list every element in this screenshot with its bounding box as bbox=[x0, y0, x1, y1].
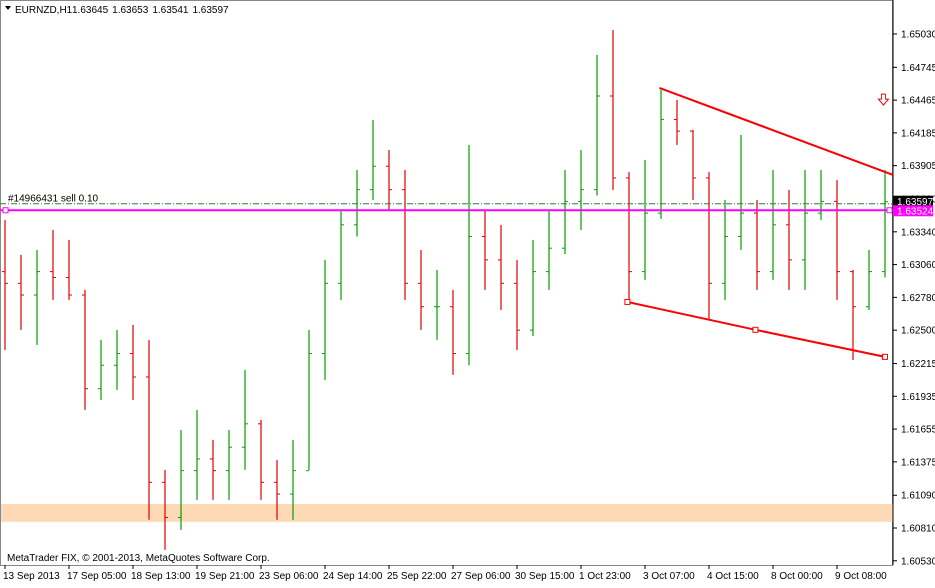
sell-arrow bbox=[877, 93, 890, 106]
x-tick-label: 18 Sep 13:00 bbox=[131, 571, 191, 582]
y-tick-label: 1.65030 bbox=[901, 29, 935, 40]
x-tick-label: 27 Sep 06:00 bbox=[451, 571, 511, 582]
order-text: #14966431 sell 0.10 bbox=[8, 193, 99, 204]
order-handle bbox=[2, 207, 9, 214]
x-tick-label: 30 Sep 15:00 bbox=[515, 571, 575, 582]
copyright: MetaTrader FIX, © 2001-2013, MetaQuotes … bbox=[7, 553, 270, 564]
y-tick-label: 1.60530 bbox=[901, 556, 935, 567]
bid-label-box bbox=[893, 195, 933, 208]
y-tick-label: 1.61375 bbox=[901, 457, 935, 468]
header-value: 1.63645 bbox=[72, 5, 109, 16]
x-tick-label: 23 Sep 06:00 bbox=[259, 571, 319, 582]
header-value: 1.63541 bbox=[152, 5, 189, 16]
x-tick-label: 3 Oct 07:00 bbox=[643, 571, 695, 582]
x-tick-label: 1 Oct 23:00 bbox=[579, 571, 631, 582]
plot-frame bbox=[0, 0, 893, 566]
x-tick-label: 17 Sep 05:00 bbox=[67, 571, 127, 582]
x-tick-label: 24 Sep 14:00 bbox=[323, 571, 383, 582]
y-tick-label: 1.60810 bbox=[901, 524, 935, 535]
x-tick-label: 9 Oct 08:00 bbox=[835, 571, 887, 582]
order-label-box bbox=[893, 205, 933, 217]
x-tick-label: 19 Sep 21:00 bbox=[195, 571, 255, 582]
header-value: 1.63597 bbox=[192, 5, 229, 16]
y-tick-label: 1.64465 bbox=[901, 96, 935, 107]
y-tick-label: 1.63060 bbox=[901, 260, 935, 271]
background-layer bbox=[1, 503, 893, 522]
y-tick-label: 1.61935 bbox=[901, 392, 935, 403]
x-tick-label: 4 Oct 15:00 bbox=[707, 571, 759, 582]
y-tick-label: 1.62780 bbox=[901, 293, 935, 304]
header-value: 1.63653 bbox=[112, 5, 149, 16]
y-tick-label: 1.64185 bbox=[901, 128, 935, 139]
symbol: EURNZD,H1 bbox=[15, 5, 73, 16]
y-tick-label: 1.61090 bbox=[901, 491, 935, 502]
y-tick-label: 1.61655 bbox=[901, 425, 935, 436]
x-tick-label: 8 Oct 00:00 bbox=[771, 571, 823, 582]
x-tick-label: 25 Sep 22:00 bbox=[387, 571, 447, 582]
y-tick-label: 1.63340 bbox=[901, 227, 935, 238]
order-handle bbox=[886, 207, 893, 214]
trendline-point bbox=[752, 326, 759, 333]
order-label: 1.63524 bbox=[897, 206, 934, 217]
y-tick-label: 1.63905 bbox=[901, 161, 935, 172]
y-tick-label: 1.64745 bbox=[901, 63, 935, 74]
y-tick-label: 1.62215 bbox=[901, 359, 935, 370]
y-tick-label: 1.62500 bbox=[901, 326, 935, 337]
trendline-point bbox=[882, 353, 888, 360]
bid-label: 1.63597 bbox=[897, 197, 934, 208]
x-tick-label: 13 Sep 2013 bbox=[3, 571, 60, 582]
menu-arrow[interactable] bbox=[5, 6, 11, 10]
trendline-point bbox=[624, 298, 631, 305]
trendline bbox=[659, 86, 894, 176]
zone bbox=[1, 503, 893, 522]
